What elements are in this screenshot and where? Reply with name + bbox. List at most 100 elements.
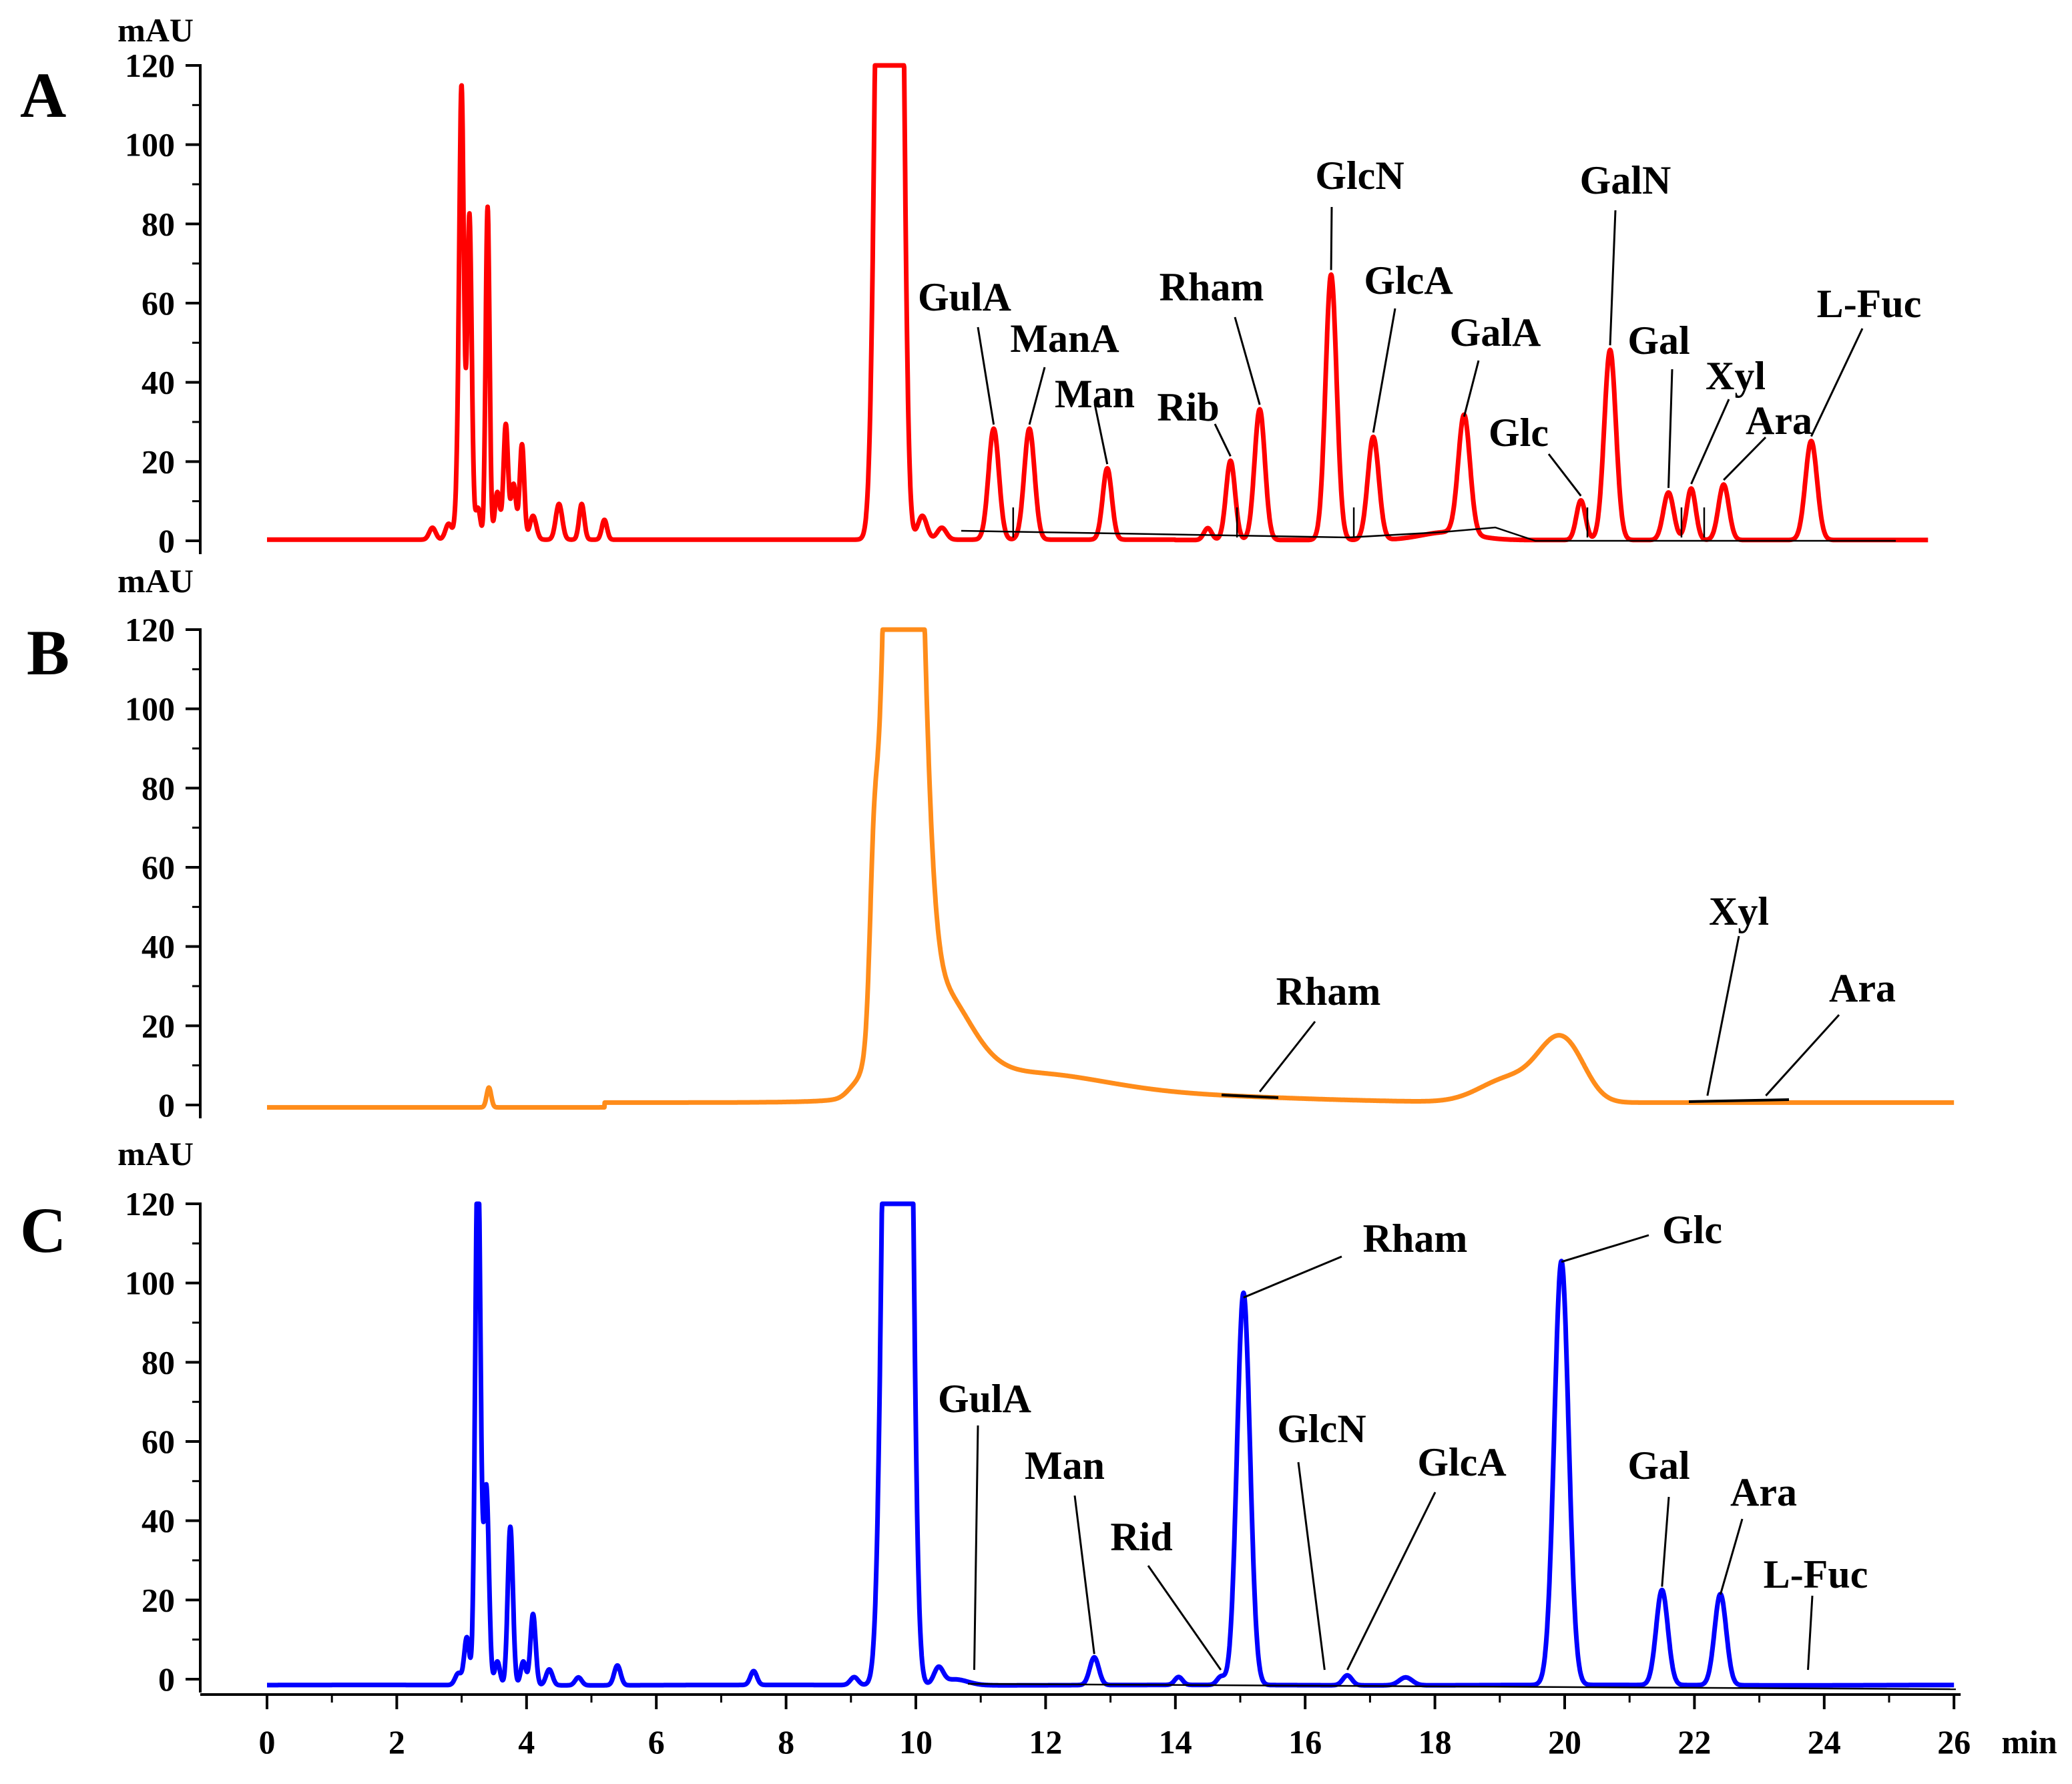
leader-line-a-ara (1723, 436, 1767, 481)
peak-label-c-gula: GulA (938, 1377, 1031, 1421)
y-tick-label-a-60: 60 (142, 284, 175, 322)
y-tick-label-c-40: 40 (142, 1502, 175, 1540)
y-tick-label-a-80: 80 (142, 205, 175, 242)
integration-baseline-b (1688, 1098, 1790, 1103)
peak-label-a-rham: Rham (1159, 265, 1264, 309)
leader-line-a-rib (1214, 423, 1232, 457)
leader-line-a-glcn (1330, 206, 1333, 270)
leader-line-a-gal (1667, 369, 1673, 488)
x-tick-label-24: 24 (1808, 1723, 1841, 1761)
y-tick-label-c-0: 0 (158, 1660, 175, 1698)
leader-line-c-gal (1661, 1496, 1670, 1587)
peak-label-b-xyl: Xyl (1709, 889, 1769, 933)
peak-label-c-glcn: GlcN (1277, 1407, 1366, 1451)
x-tick-label-20: 20 (1548, 1723, 1581, 1761)
peak-label-a-gal: Gal (1627, 318, 1690, 363)
integration-baseline-a (961, 526, 1896, 542)
leader-line-a-man (1093, 403, 1109, 465)
peak-label-c-glc: Glc (1662, 1208, 1722, 1252)
x-tick-label-6: 6 (648, 1723, 665, 1761)
integration-baseline-b (1221, 1094, 1279, 1099)
panel-letter-c: C (20, 1194, 66, 1266)
leader-line-a-glca (1372, 308, 1396, 433)
peak-label-a-glc: Glc (1489, 411, 1549, 455)
peak-label-c-man: Man (1025, 1443, 1105, 1488)
peak-label-a-l-fuc: L-Fuc (1817, 282, 1922, 326)
y-tick-label-b-0: 0 (158, 1086, 175, 1124)
leader-line-b-rham (1258, 1021, 1316, 1093)
trace-line-b (265, 627, 1957, 1110)
panel-letter-a: A (20, 59, 66, 131)
peak-label-c-l-fuc: L-Fuc (1764, 1552, 1868, 1596)
leader-line-a-galn (1609, 210, 1617, 346)
y-tick-label-c-20: 20 (142, 1581, 175, 1618)
leader-line-a-mana (1028, 367, 1046, 425)
peak-label-c-rham: Rham (1363, 1216, 1468, 1261)
x-tick-label-12: 12 (1029, 1723, 1062, 1761)
peak-label-b-ara: Ara (1829, 966, 1896, 1010)
peak-label-a-glcn: GlcN (1315, 154, 1404, 198)
x-tick-label-4: 4 (518, 1723, 535, 1761)
peak-label-a-galn: GalN (1580, 158, 1671, 202)
peak-label-c-gal: Gal (1627, 1443, 1690, 1488)
integration-baseline-c (967, 1683, 1957, 1691)
peak-label-a-glca: GlcA (1364, 258, 1453, 302)
peak-label-b-rham: Rham (1276, 969, 1381, 1014)
peak-label-a-xyl: Xyl (1706, 354, 1766, 398)
leader-line-a-xyl (1690, 399, 1730, 485)
leader-line-b-xyl (1706, 935, 1740, 1096)
y-tick-label-b-40: 40 (142, 928, 175, 965)
peak-label-a-ara: Ara (1746, 399, 1812, 443)
leader-line-a-rham (1234, 316, 1261, 405)
x-tick-label-16: 16 (1288, 1723, 1322, 1761)
y-tick-label-c-80: 80 (142, 1343, 175, 1381)
y-tick-label-a-100: 100 (125, 126, 175, 164)
y-tick-label-b-20: 20 (142, 1007, 175, 1044)
y-axis-unit-b: mAU (117, 562, 194, 600)
y-axis-unit-c: mAU (117, 1135, 194, 1172)
trace-line-c (265, 1201, 1957, 1688)
peak-label-a-rib: Rib (1157, 385, 1219, 429)
leader-line-a-glc (1547, 453, 1582, 497)
leader-line-c-glcn (1297, 1462, 1326, 1670)
peak-label-a-gula: GulA (918, 275, 1011, 319)
peak-label-a-mana: ManA (1010, 316, 1119, 361)
leader-line-a-gala (1463, 360, 1480, 417)
peak-label-a-man: Man (1055, 372, 1135, 416)
y-axis-unit-a: mAU (117, 11, 194, 49)
y-tick-label-b-120: 120 (125, 611, 175, 648)
leader-line-b-ara (1765, 1014, 1840, 1097)
leader-line-c-gula (973, 1425, 979, 1670)
panel-c: CmAU020406080100120GulAManRidRhamGlcNGlc… (20, 1135, 2057, 1761)
y-tick-label-b-60: 60 (142, 849, 175, 886)
y-tick-label-c-60: 60 (142, 1423, 175, 1460)
leader-line-a-l-fuc (1810, 328, 1864, 437)
x-tick-label-26: 26 (1937, 1723, 1971, 1761)
leader-line-c-rid (1147, 1565, 1222, 1670)
peak-label-c-glca: GlcA (1417, 1440, 1506, 1484)
x-axis-unit: min (2001, 1723, 2057, 1761)
leader-line-c-glca (1346, 1492, 1437, 1670)
peak-label-a-gala: GalA (1450, 310, 1541, 355)
peak-label-c-ara: Ara (1730, 1470, 1797, 1514)
y-tick-label-a-0: 0 (158, 522, 175, 560)
x-tick-label-2: 2 (388, 1723, 405, 1761)
panel-letter-b: B (27, 617, 69, 688)
leader-line-c-man (1073, 1495, 1095, 1654)
x-tick-label-14: 14 (1159, 1723, 1192, 1761)
y-tick-label-a-40: 40 (142, 364, 175, 401)
x-tick-label-10: 10 (899, 1723, 933, 1761)
y-tick-label-c-120: 120 (125, 1185, 175, 1222)
trace-line-a (265, 63, 1930, 543)
x-tick-label-22: 22 (1677, 1723, 1711, 1761)
y-tick-label-a-20: 20 (142, 443, 175, 480)
y-tick-label-b-80: 80 (142, 769, 175, 807)
y-tick-label-b-100: 100 (125, 690, 175, 728)
peak-label-c-rid: Rid (1110, 1515, 1172, 1559)
y-tick-label-a-120: 120 (125, 47, 175, 84)
leader-line-c-rham (1243, 1255, 1342, 1299)
x-tick-label-8: 8 (778, 1723, 794, 1761)
leader-line-c-l-fuc (1807, 1595, 1814, 1670)
x-tick-label-18: 18 (1418, 1723, 1452, 1761)
